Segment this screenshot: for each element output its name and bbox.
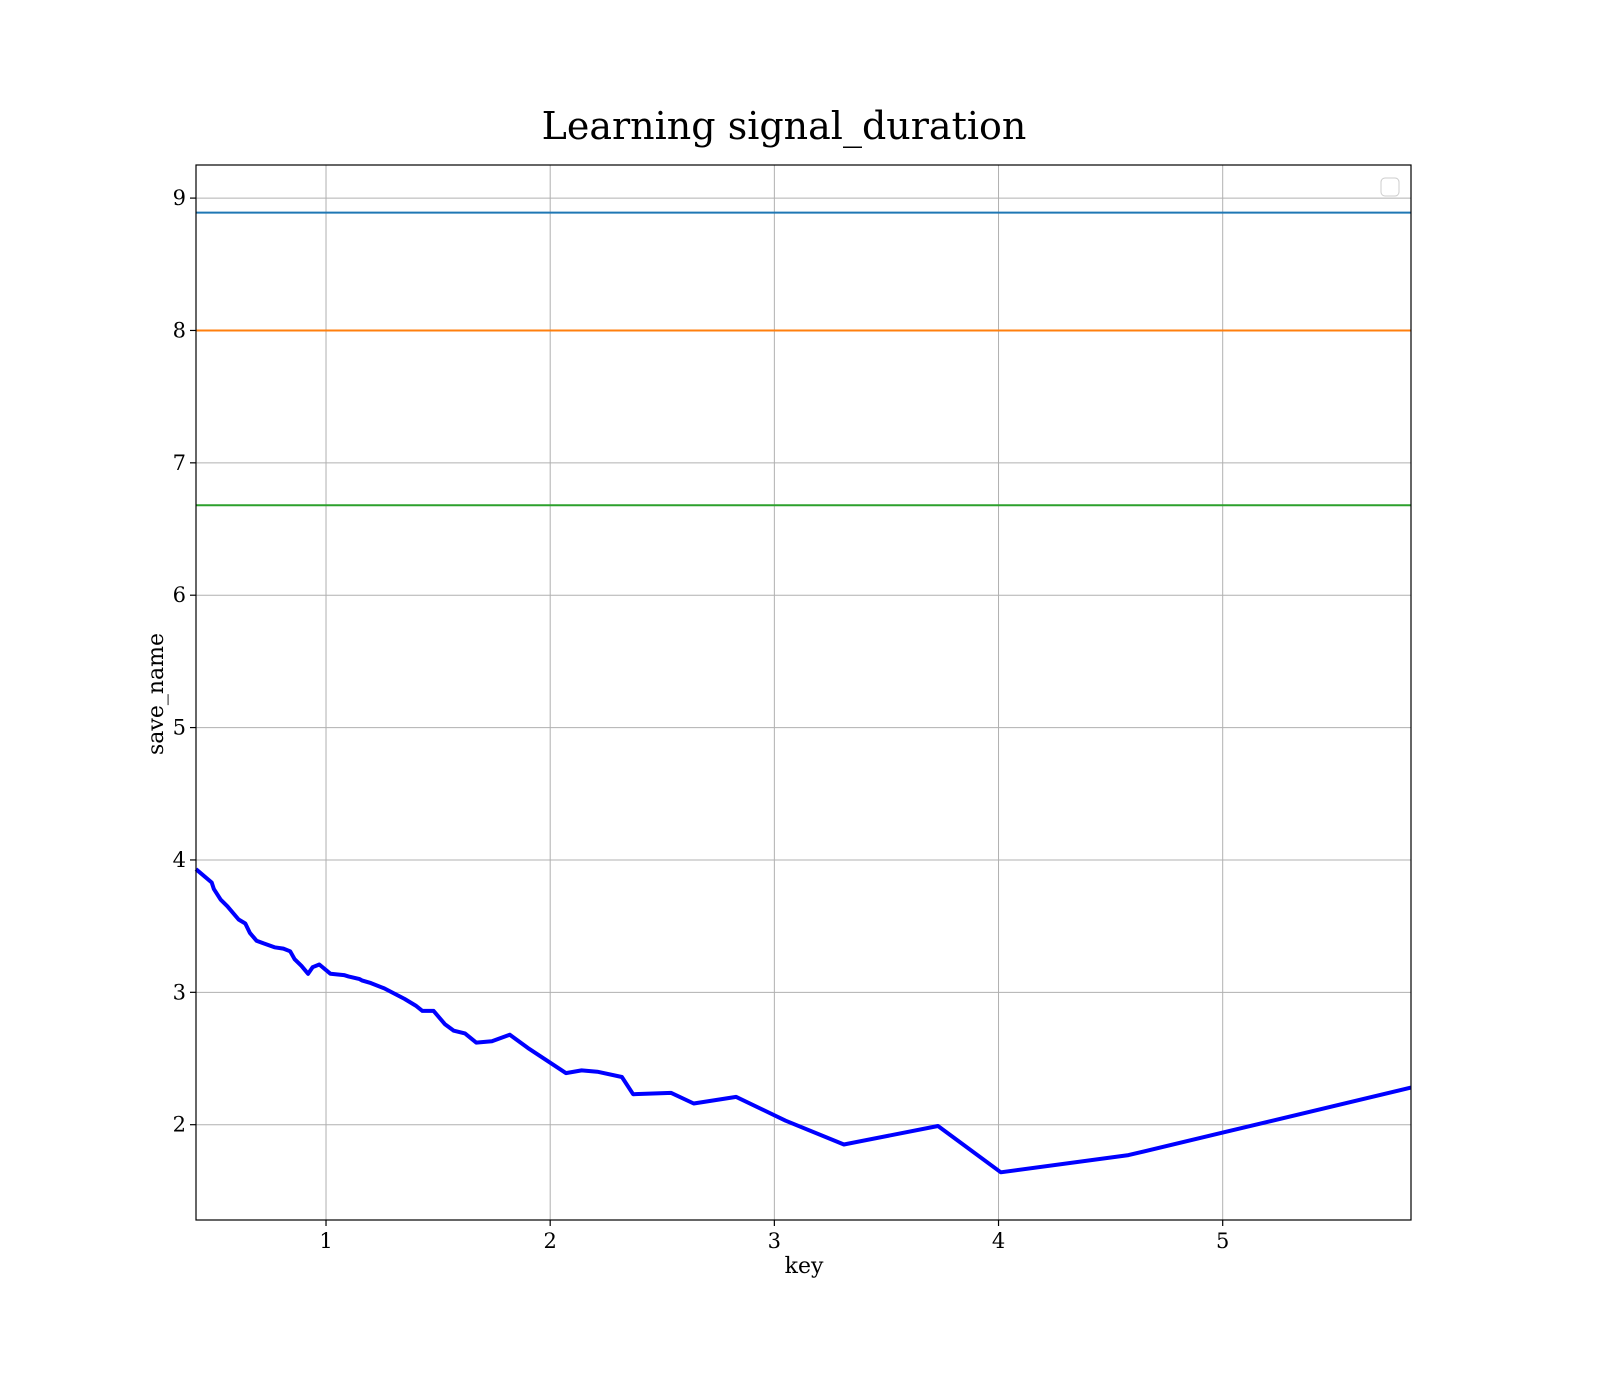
x-tick-label: 1 xyxy=(319,1229,332,1253)
y-tick-label: 9 xyxy=(173,186,186,210)
x-tick-label: 3 xyxy=(768,1229,781,1253)
legend-box xyxy=(1380,177,1400,197)
reference-lines xyxy=(196,211,1411,507)
chart-title: Learning signal_duration xyxy=(542,104,1027,149)
x-axis-ticks: 1 2 3 4 5 xyxy=(319,1220,1229,1253)
grid-lines xyxy=(196,165,1411,1220)
y-tick-label: 3 xyxy=(173,980,186,1004)
y-tick-label: 8 xyxy=(173,318,186,342)
x-tick-label: 2 xyxy=(544,1229,557,1253)
plot-frame xyxy=(195,164,1412,1221)
y-tick-label: 4 xyxy=(173,848,186,872)
y-axis-label: save_name xyxy=(144,633,169,755)
series-lines xyxy=(194,867,1412,1175)
y-tick-label: 6 xyxy=(173,583,186,607)
x-axis-label: key xyxy=(785,1254,824,1279)
x-tick-label: 4 xyxy=(992,1229,1005,1253)
y-axis-ticks: 2 3 4 5 6 7 8 9 xyxy=(173,186,196,1137)
y-tick-label: 5 xyxy=(173,716,186,740)
y-tick-label: 7 xyxy=(173,451,186,475)
y-tick-label: 2 xyxy=(173,1113,186,1137)
series-line xyxy=(194,867,1412,1175)
x-tick-label: 5 xyxy=(1216,1229,1229,1253)
